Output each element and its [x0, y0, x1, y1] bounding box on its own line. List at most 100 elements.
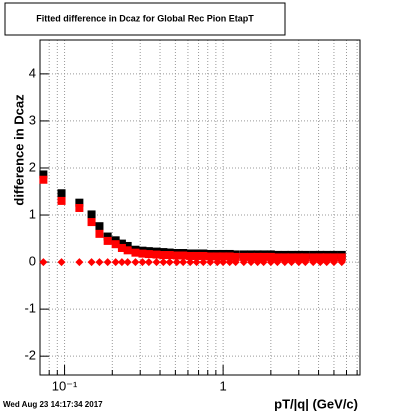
- plot-frame: [39, 39, 361, 376]
- point: [287, 253, 296, 262]
- point: [219, 258, 228, 267]
- point: [179, 251, 188, 260]
- point: [253, 252, 262, 261]
- point: [294, 253, 303, 262]
- y-tick-label: 3: [29, 112, 36, 127]
- point: [179, 258, 188, 267]
- y-tick-label: 1: [29, 206, 36, 221]
- point: [152, 250, 161, 259]
- point: [266, 252, 275, 261]
- point: [39, 170, 48, 179]
- point: [213, 252, 222, 261]
- point: [138, 249, 147, 258]
- point: [259, 258, 268, 267]
- point: [329, 253, 338, 262]
- point: [309, 258, 318, 267]
- y-tick-label: 0: [29, 254, 36, 269]
- x-axis-label: pT/|q| (GeV/c): [274, 396, 358, 411]
- point: [75, 198, 84, 207]
- point: [309, 253, 318, 262]
- point: [206, 258, 215, 267]
- point: [39, 258, 48, 267]
- point: [39, 175, 48, 184]
- point: [322, 253, 331, 262]
- point: [192, 258, 201, 267]
- point: [280, 253, 289, 262]
- y-tick-label: 4: [29, 65, 36, 80]
- point: [103, 258, 112, 267]
- point: [138, 258, 147, 267]
- point: [75, 258, 84, 267]
- y-axis-label: difference in Dcaz: [11, 94, 26, 206]
- point: [259, 252, 268, 261]
- footer: Wed Aug 23 14:17:34 2017: [3, 400, 103, 409]
- point: [266, 258, 275, 267]
- point: [165, 258, 174, 267]
- y-tick-label: -2: [24, 348, 36, 363]
- point: [103, 232, 112, 241]
- point: [95, 229, 104, 238]
- point: [123, 258, 132, 267]
- point: [231, 252, 240, 261]
- point: [152, 258, 161, 267]
- point: [213, 258, 222, 267]
- point: [123, 241, 132, 250]
- point: [117, 239, 126, 248]
- point: [172, 251, 181, 260]
- point: [247, 252, 256, 261]
- point: [87, 218, 96, 227]
- point: [239, 258, 248, 267]
- point: [57, 189, 66, 198]
- point: [57, 196, 66, 205]
- point: [337, 253, 346, 262]
- point: [165, 251, 174, 260]
- chart-title: Fitted difference in Dcaz for Global Rec…: [36, 13, 254, 23]
- point: [131, 258, 140, 267]
- x-tick-label: 1: [219, 378, 226, 393]
- point: [247, 258, 256, 267]
- point: [273, 253, 282, 262]
- point: [225, 252, 234, 261]
- point: [87, 258, 96, 267]
- point: [117, 243, 126, 252]
- point: [117, 258, 126, 267]
- point: [103, 236, 112, 245]
- point: [87, 210, 96, 219]
- point: [172, 258, 181, 267]
- point: [186, 251, 195, 260]
- point: [287, 258, 296, 267]
- point: [322, 258, 331, 267]
- point: [280, 258, 289, 267]
- point: [239, 252, 248, 261]
- point: [273, 258, 282, 267]
- point: [199, 258, 208, 267]
- point: [111, 258, 120, 267]
- point: [111, 240, 120, 249]
- point: [57, 258, 66, 267]
- point: [199, 251, 208, 260]
- x-tick-label: 10⁻¹: [52, 378, 78, 393]
- point: [225, 258, 234, 267]
- point: [337, 258, 346, 267]
- point: [123, 246, 132, 255]
- point: [131, 248, 140, 257]
- point: [301, 258, 310, 267]
- point: [95, 222, 104, 231]
- point: [206, 252, 215, 261]
- y-tick-label: -1: [24, 301, 36, 316]
- point: [186, 258, 195, 267]
- point: [219, 252, 228, 261]
- point: [159, 251, 168, 260]
- point: [316, 258, 325, 267]
- point: [253, 258, 262, 267]
- point: [316, 253, 325, 262]
- title-box: [4, 2, 286, 36]
- point: [144, 258, 153, 267]
- point: [144, 250, 153, 259]
- point: [231, 258, 240, 267]
- point: [95, 258, 104, 267]
- y-tick-label: 2: [29, 159, 36, 174]
- point: [159, 258, 168, 267]
